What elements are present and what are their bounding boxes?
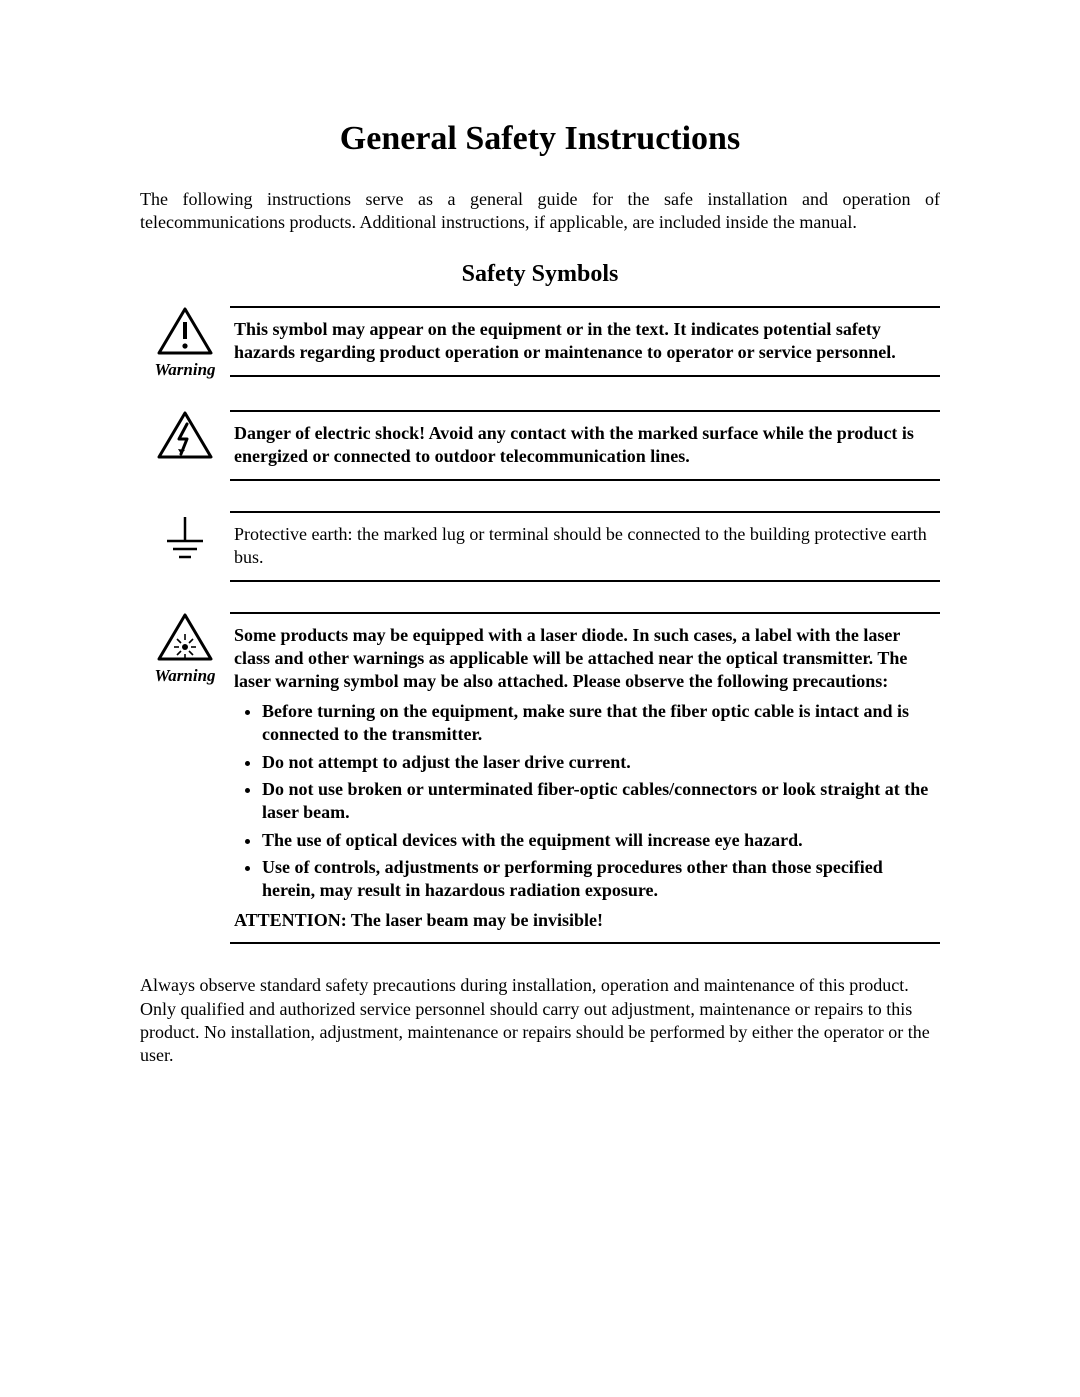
intro-paragraph: The following instructions serve as a ge… — [140, 188, 940, 233]
laser-lead: Some products may be equipped with a las… — [234, 624, 936, 694]
symbol-row-warning: Warning This symbol may appear on the eq… — [140, 306, 940, 380]
list-item: The use of optical devices with the equi… — [262, 829, 936, 852]
closing-paragraph: Always observe standard safety precautio… — [140, 974, 940, 1068]
symbol-cell — [140, 410, 230, 460]
symbol-cell: Warning — [140, 612, 230, 686]
symbol-text: This symbol may appear on the equipment … — [230, 306, 940, 377]
symbol-row-laser: Warning Some products may be equipped wi… — [140, 612, 940, 945]
symbol-cell — [140, 511, 230, 571]
symbol-cell: Warning — [140, 306, 230, 380]
symbol-label: Warning — [140, 360, 230, 380]
symbol-text: Danger of electric shock! Avoid any cont… — [230, 410, 940, 481]
symbol-row-shock: Danger of electric shock! Avoid any cont… — [140, 410, 940, 481]
symbol-label: Warning — [140, 666, 230, 686]
symbol-text: Protective earth: the marked lug or term… — [230, 511, 940, 582]
page: General Safety Instructions The followin… — [0, 0, 1080, 1068]
earth-ground-icon — [140, 511, 230, 571]
laser-attention: ATTENTION: The laser beam may be invisib… — [234, 909, 936, 932]
warning-exclaim-icon — [140, 306, 230, 356]
list-item: Do not use broken or unterminated fiber-… — [262, 778, 936, 825]
warning-laser-icon — [140, 612, 230, 662]
symbol-row-earth: Protective earth: the marked lug or term… — [140, 511, 940, 582]
symbol-text-laser: Some products may be equipped with a las… — [230, 612, 940, 945]
laser-bullets: Before turning on the equipment, make su… — [262, 700, 936, 903]
list-item: Do not attempt to adjust the laser drive… — [262, 751, 936, 774]
list-item: Use of controls, adjustments or performi… — [262, 856, 936, 903]
safety-symbols-heading: Safety Symbols — [140, 261, 940, 288]
warning-shock-icon — [140, 410, 230, 460]
page-title: General Safety Instructions — [140, 120, 940, 158]
list-item: Before turning on the equipment, make su… — [262, 700, 936, 747]
